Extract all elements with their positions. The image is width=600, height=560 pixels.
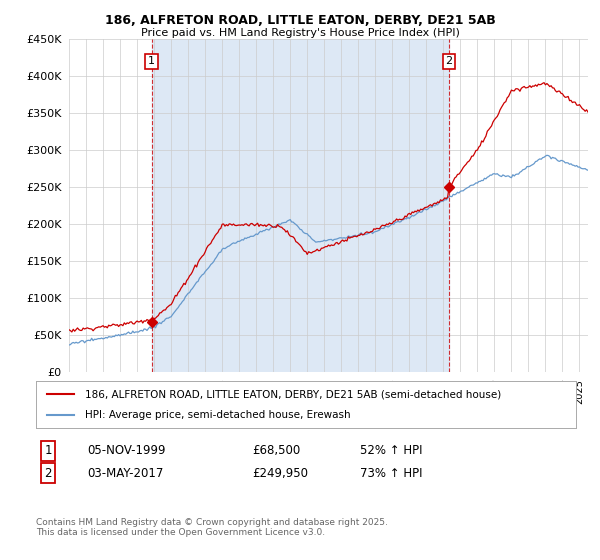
Text: 1: 1 — [44, 444, 52, 458]
Text: HPI: Average price, semi-detached house, Erewash: HPI: Average price, semi-detached house,… — [85, 410, 350, 420]
Text: 73% ↑ HPI: 73% ↑ HPI — [360, 466, 422, 480]
Text: 186, ALFRETON ROAD, LITTLE EATON, DERBY, DE21 5AB (semi-detached house): 186, ALFRETON ROAD, LITTLE EATON, DERBY,… — [85, 389, 501, 399]
Text: 52% ↑ HPI: 52% ↑ HPI — [360, 444, 422, 458]
Text: 2: 2 — [445, 57, 452, 67]
Text: 186, ALFRETON ROAD, LITTLE EATON, DERBY, DE21 5AB: 186, ALFRETON ROAD, LITTLE EATON, DERBY,… — [104, 14, 496, 27]
Text: 05-NOV-1999: 05-NOV-1999 — [87, 444, 166, 458]
Text: Price paid vs. HM Land Registry's House Price Index (HPI): Price paid vs. HM Land Registry's House … — [140, 28, 460, 38]
Text: 1: 1 — [148, 57, 155, 67]
Text: £68,500: £68,500 — [252, 444, 300, 458]
Text: 03-MAY-2017: 03-MAY-2017 — [87, 466, 163, 480]
Text: £249,950: £249,950 — [252, 466, 308, 480]
Bar — [152, 39, 449, 372]
Text: Contains HM Land Registry data © Crown copyright and database right 2025.
This d: Contains HM Land Registry data © Crown c… — [36, 518, 388, 538]
Text: 2: 2 — [44, 466, 52, 480]
